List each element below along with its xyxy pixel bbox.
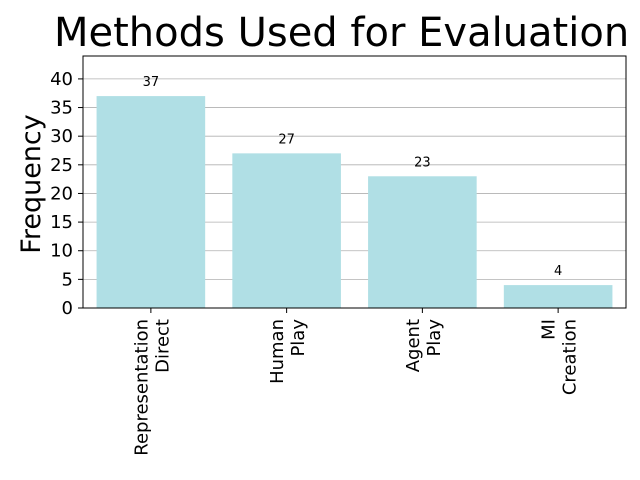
y-tick-label: 30: [50, 126, 73, 147]
x-tick-label-line: Creation: [560, 319, 581, 395]
y-tick-label: 40: [50, 69, 73, 90]
plot-area-frame: [82, 55, 627, 309]
data-labels: 37 27 23 4: [143, 75, 563, 279]
bar: [96, 96, 206, 308]
x-tick-label-line: Human: [267, 319, 288, 384]
bar-value-label: 27: [278, 132, 295, 147]
x-tick-label-line: Representation: [131, 319, 152, 456]
x-axis-ticks: Representation Direct Human Play Agent Play MI…: [131, 308, 581, 456]
x-tick-label: Agent Play: [403, 319, 445, 373]
y-tick-label: 15: [50, 212, 73, 233]
chart-title: Methods Used for Evaluation: [54, 10, 629, 56]
x-tick-label-line: Play: [288, 319, 309, 357]
x-tick-label-line: Direct: [152, 319, 173, 373]
x-tick-label-line: Play: [424, 319, 445, 357]
bar: [232, 153, 341, 308]
bar-value-label: 37: [143, 75, 160, 90]
bar-value-label: 4: [554, 264, 562, 279]
bar: [368, 176, 477, 308]
x-tick-label: MI Creation: [539, 319, 581, 395]
y-tick-label: 5: [62, 269, 73, 290]
bars: [96, 96, 613, 308]
y-tick-label: 10: [50, 241, 73, 262]
y-tick-label: 35: [50, 98, 73, 119]
y-tick-label: 20: [50, 183, 73, 204]
y-axis-label: Frequency: [16, 114, 47, 254]
y-tick-label: 0: [62, 298, 73, 319]
y-tick-label: 25: [50, 155, 73, 176]
y-axis-ticks: 0 5 10 15 20 25 30 35 40: [50, 69, 83, 319]
bar-value-label: 23: [414, 155, 431, 170]
x-tick-label: Representation Direct: [131, 319, 173, 456]
bar: [503, 285, 613, 308]
x-tick-label-line: MI: [539, 319, 560, 340]
x-tick-label-line: Agent: [403, 319, 424, 372]
x-tick-label: Human Play: [267, 319, 309, 384]
